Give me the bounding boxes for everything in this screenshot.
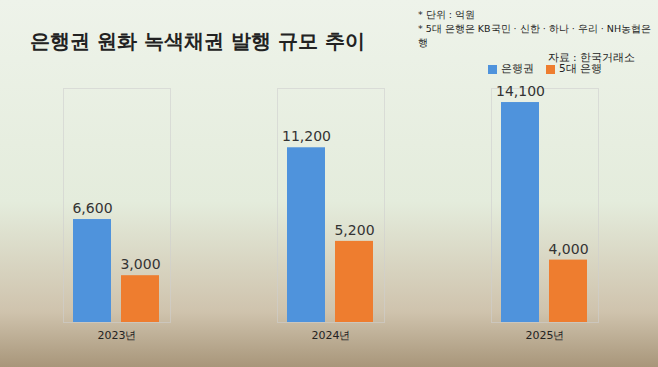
- svg-text:11,200: 11,200: [282, 128, 331, 144]
- svg-text:6,600: 6,600: [72, 200, 112, 216]
- html-text:은행권 원화 녹색채권 발행 규모 추이: 은행권 원화 녹색채권 발행 규모 추이: [30, 29, 365, 53]
- svg-text:14,100: 14,100: [496, 83, 545, 99]
- svg-text:2024년: 2024년: [312, 329, 351, 342]
- svg-text:4,000: 4,000: [548, 241, 588, 257]
- svg-text:2023년: 2023년: [98, 329, 137, 342]
- html-text:자료 : 한국거래소: 자료 : 한국거래소: [547, 51, 635, 63]
- html-text:* 5대 은행은 KB국민 · 신한 · 하나 · 우리 ·: * 5대 은행은 KB국민 · 신한 · 하나 · 우리 · NH농협은행: [418, 23, 652, 48]
- svg-text:3,000: 3,000: [120, 256, 160, 272]
- html-text:* 단위 : 억원: * 단위 : 억원: [418, 9, 475, 20]
- svg-text:2025년: 2025년: [526, 329, 565, 342]
- svg-text:5,200: 5,200: [334, 222, 374, 238]
- html-text:은행권: 은행권: [501, 62, 534, 74]
- html-text:5대 은행: 5대 은행: [559, 62, 602, 74]
